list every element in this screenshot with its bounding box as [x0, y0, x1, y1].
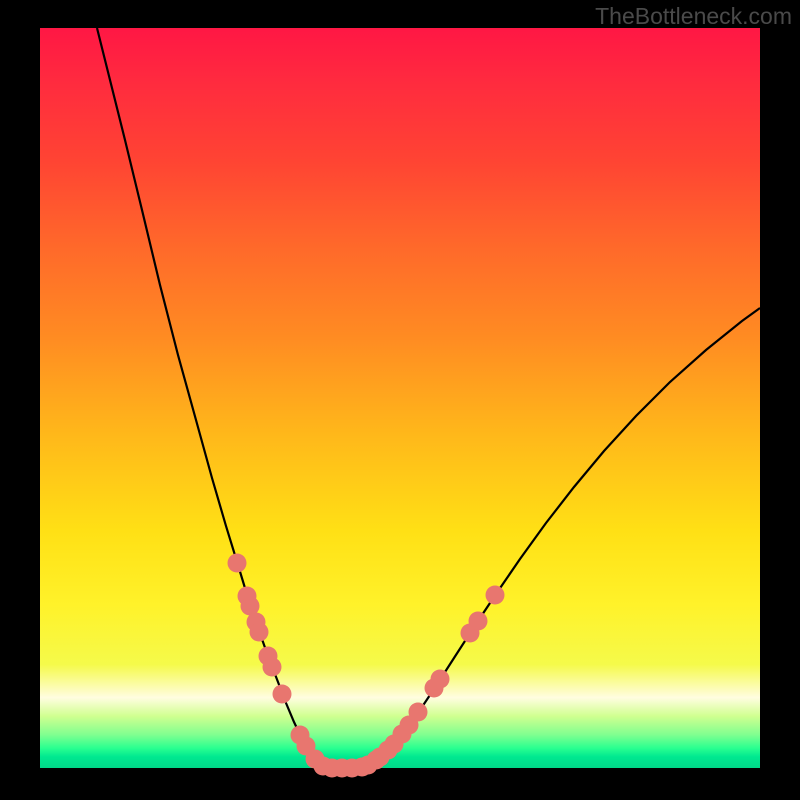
plot-background: [40, 28, 760, 768]
bottleneck-chart-svg: [0, 0, 800, 800]
data-dot: [469, 612, 488, 631]
data-dot: [273, 685, 292, 704]
data-dot: [486, 586, 505, 605]
data-dot: [250, 623, 269, 642]
chart-container: TheBottleneck.com: [0, 0, 800, 800]
data-dot: [431, 670, 450, 689]
watermark-text: TheBottleneck.com: [595, 3, 792, 30]
data-dot: [263, 658, 282, 677]
data-dot: [409, 703, 428, 722]
data-dot: [228, 554, 247, 573]
